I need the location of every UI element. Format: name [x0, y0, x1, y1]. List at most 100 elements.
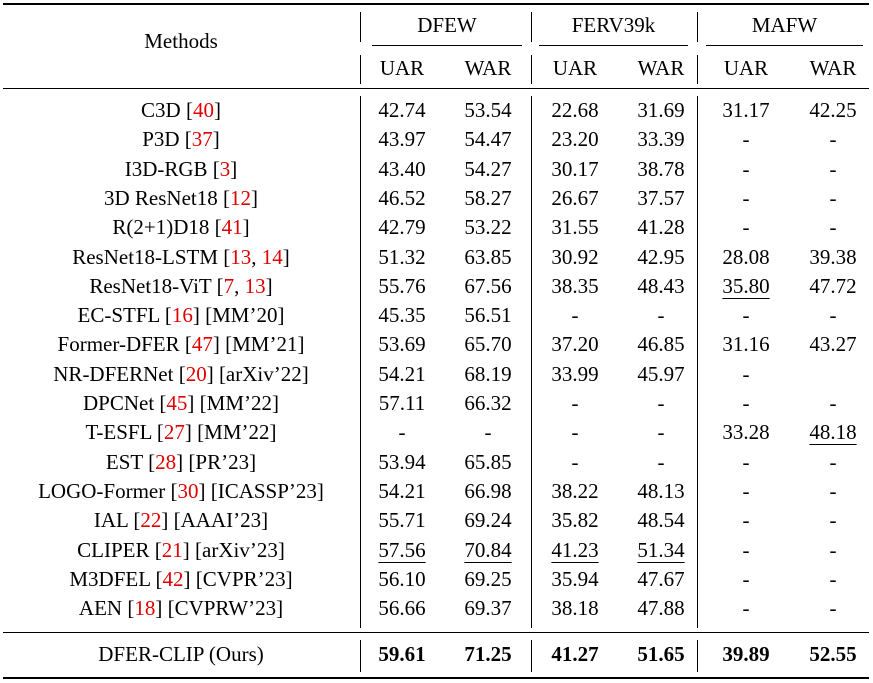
citation-link[interactable]: 16 — [171, 303, 193, 327]
value-cell: - — [742, 391, 750, 415]
value-cell: 48.54 — [637, 508, 685, 532]
method-name: C3D [40] — [141, 98, 221, 122]
value-cell: 71.25 — [464, 642, 512, 666]
citation-link[interactable]: 41 — [221, 215, 243, 239]
method-name: ResNet18-ViT [7, 13] — [89, 274, 273, 298]
value-cell: 56.10 — [378, 567, 426, 591]
value-cell: 57.56 — [378, 538, 426, 562]
method-name: LOGO-Former [30] [ICASSP’23] — [38, 479, 324, 503]
citation-link[interactable]: 3 — [219, 157, 231, 181]
venue-label: [CVPR’23] — [195, 567, 293, 591]
value-cell: 41.23 — [551, 538, 599, 562]
value-cell: - — [829, 479, 837, 503]
method-label: DPCNet — [82, 391, 155, 415]
value-cell: 31.55 — [551, 215, 599, 239]
value-cell: 56.66 — [378, 596, 426, 620]
value-cell: 42.79 — [378, 215, 426, 239]
value-cell: 54.47 — [464, 127, 512, 151]
citation-link[interactable]: 21 — [161, 538, 183, 562]
value-cell: - — [742, 479, 750, 503]
value-cell: 66.98 — [464, 479, 512, 503]
column-separator — [360, 640, 361, 672]
citation-link[interactable]: 22 — [140, 508, 162, 532]
method-label: I3D-RGB — [124, 157, 208, 181]
citation-link[interactable]: 42 — [162, 567, 184, 591]
value-cell: 48.43 — [637, 274, 685, 298]
citation-link[interactable]: 28 — [155, 450, 177, 474]
value-cell: - — [742, 567, 750, 591]
citation-link[interactable]: 45 — [166, 391, 188, 415]
value-cell: 53.69 — [378, 332, 426, 356]
value-cell: - — [742, 127, 750, 151]
value-cell: 69.25 — [464, 567, 512, 591]
value-cell: 65.85 — [464, 450, 512, 474]
value-cell: 68.19 — [464, 362, 512, 386]
method-label: AEN — [78, 596, 123, 620]
value-cell: - — [571, 450, 579, 474]
value-cell: - — [398, 420, 406, 444]
value-cell: 59.61 — [378, 642, 426, 666]
value-cell: 56.51 — [464, 303, 512, 327]
value-cell: 33.28 — [722, 420, 770, 444]
method-label: C3D — [141, 98, 181, 122]
value-cell: 46.52 — [378, 186, 426, 210]
column-separator — [360, 55, 361, 84]
value-cell: 63.85 — [464, 245, 512, 269]
citation-link[interactable]: 20 — [185, 362, 207, 386]
method-label: EST — [105, 450, 143, 474]
value-cell: 43.27 — [809, 332, 857, 356]
citation-link[interactable]: 27 — [163, 420, 185, 444]
value-cell: - — [829, 186, 837, 210]
value-cell: 51.32 — [378, 245, 426, 269]
method-label: M3DFEL — [69, 567, 151, 591]
citation-link[interactable]: 47 — [191, 332, 213, 356]
method-label: IAL — [93, 508, 129, 532]
value-cell: - — [829, 538, 837, 562]
value-cell: 38.35 — [551, 274, 599, 298]
citation-link[interactable]: 18 — [134, 596, 156, 620]
citation-link[interactable]: 12 — [230, 186, 251, 210]
value-cell: - — [829, 303, 837, 327]
citation-link[interactable]: 7 — [223, 274, 235, 298]
value-cell: - — [829, 391, 837, 415]
dataset-header-ferv39k: FERV39k — [571, 13, 656, 37]
value-cell: 22.68 — [551, 98, 599, 122]
value-cell: - — [571, 391, 579, 415]
citation-link[interactable]: 14 — [261, 245, 283, 269]
method-name: IAL [22] [AAAI’23] — [93, 508, 269, 532]
value-cell: - — [742, 538, 750, 562]
method-label: ResNet18-ViT — [89, 274, 212, 298]
venue-label: [MM’21] — [225, 332, 305, 356]
column-separator — [531, 55, 532, 84]
value-cell: 66.32 — [464, 391, 512, 415]
citation-link[interactable]: 30 — [177, 479, 199, 503]
value-cell: 54.27 — [464, 157, 512, 181]
value-cell: - — [657, 420, 665, 444]
metric-header: UAR — [723, 56, 769, 80]
value-cell: 54.21 — [378, 362, 426, 386]
value-cell: 70.84 — [464, 538, 512, 562]
value-cell: - — [571, 303, 579, 327]
value-cell: 65.70 — [464, 332, 512, 356]
value-cell: 33.39 — [637, 127, 685, 151]
value-cell: 47.72 — [809, 274, 857, 298]
column-separator — [360, 12, 361, 42]
column-separator — [697, 12, 698, 42]
value-cell: 30.92 — [551, 245, 599, 269]
venue-label: [PR’23] — [188, 450, 257, 474]
citation-link[interactable]: 13 — [244, 274, 266, 298]
value-cell: 54.21 — [378, 479, 426, 503]
citation-link[interactable]: 40 — [192, 98, 214, 122]
citation-link[interactable]: 13 — [230, 245, 252, 269]
venue-label: [MM’20] — [205, 303, 285, 327]
venue-label: [CVPRW’23] — [167, 596, 284, 620]
value-cell: 38.78 — [637, 157, 685, 181]
value-cell: 39.89 — [722, 642, 770, 666]
column-separator — [360, 96, 361, 628]
metric-header: UAR — [552, 56, 598, 80]
method-name: NR-DFERNet [20] [arXiv’22] — [53, 362, 309, 386]
value-cell: 51.34 — [637, 538, 685, 562]
citation-link[interactable]: 37 — [191, 127, 213, 151]
method-label: DFER-CLIP (Ours) — [98, 642, 264, 666]
metric-header: UAR — [379, 56, 425, 80]
